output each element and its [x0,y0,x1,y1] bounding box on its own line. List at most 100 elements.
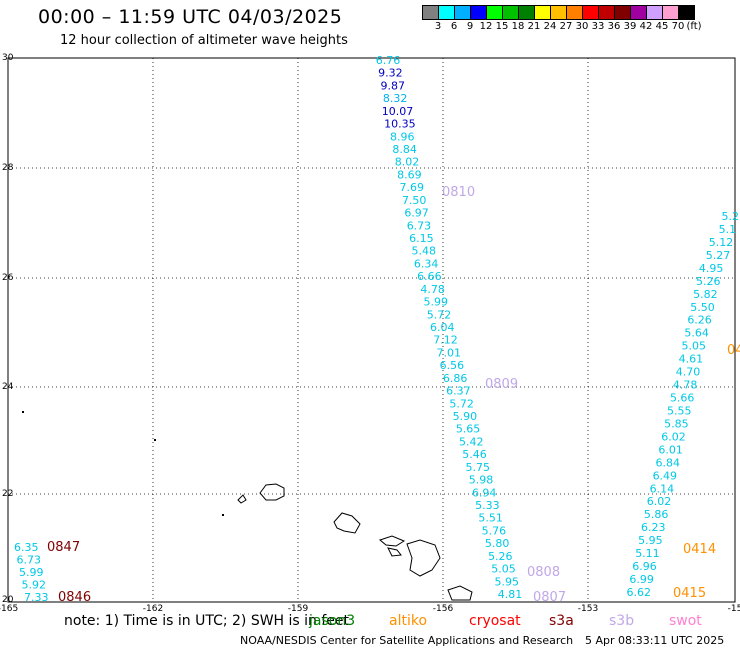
swh-label: 5.48 [411,245,436,258]
swh-label: 6.23 [641,521,666,534]
swh-label: 5.65 [456,423,481,436]
swh-label: 6.84 [655,456,680,469]
y-tick-label: 20 [2,595,14,605]
swh-label: 6.35 [14,541,39,554]
swh-label: 6.96 [632,560,657,573]
swh-label: 5.46 [462,448,487,461]
swh-label: 5.85 [664,417,689,430]
swh-label: 6.04 [430,321,455,334]
swh-label: 9.87 [381,79,406,92]
swh-label: 6.62 [627,586,652,599]
island-outline [333,512,361,534]
island-outline [447,585,473,601]
satellite-legend-item: jason3 [309,613,356,629]
colorbar-label: 3 [434,21,442,32]
x-tick-label: -15 [728,604,740,614]
swh-label: 6.66 [417,270,442,283]
swh-label: 7.69 [400,181,425,194]
pass-time-label: 0846 [58,590,91,605]
swh-label: 5.95 [495,575,520,588]
swh-label: 5.42 [459,435,484,448]
swh-label: 6.34 [414,257,439,270]
colorbar-label: 39 [623,21,637,32]
pass-time-label: 04 [727,343,740,358]
pass-time-label: 0414 [683,542,716,557]
swh-label: 6.02 [647,495,672,508]
swh-label: 6.26 [687,314,712,327]
swh-label: 7.12 [433,334,458,347]
swh-label: 5.12 [709,236,734,249]
colorbar-label: 27 [559,21,573,32]
swh-label: 6.15 [409,232,434,245]
swh-label: 5.66 [670,392,695,405]
swh-label: 5.82 [693,288,718,301]
swh-label: 5.33 [475,499,500,512]
swh-label: 6.97 [404,207,429,220]
swh-label: 5.72 [427,308,452,321]
swh-label: 10.07 [382,105,414,118]
y-tick-label: 26 [2,273,14,283]
swh-label: 5.86 [644,508,669,521]
swh-label: 5.05 [491,563,516,576]
swh-label: 6.73 [17,554,42,567]
island-dot [22,411,24,413]
colorbar-label: 24 [543,21,557,32]
colorbar-label: 42 [639,21,653,32]
island-dot [154,439,156,441]
swh-label: 8.32 [383,92,408,105]
y-tick-label: 28 [2,163,14,173]
pass-time-label: 0810 [442,185,475,200]
page-subtitle: 12 hour collection of altimeter wave hei… [60,33,348,48]
y-tick-label: 30 [2,53,14,63]
swh-label: 5.64 [684,327,709,340]
swh-label: 5.11 [635,547,660,560]
swh-label: 5.51 [478,512,503,525]
swh-label: 6.02 [661,430,686,443]
swh-label: 7.01 [436,346,461,359]
swh-label: 5.98 [469,474,494,487]
swh-label: 6.76 [376,54,401,67]
colorbar [422,5,695,20]
swh-label: 8.02 [395,156,420,169]
map-frame [7,57,736,603]
x-tick-label: -162 [143,604,163,614]
swh-label: 6.99 [629,573,654,586]
colorbar-swatch [678,5,695,20]
page-title: 00:00 – 11:59 UTC 04/03/2025 [38,6,343,28]
swh-label: 5.72 [449,397,474,410]
swh-label: 4.81 [498,588,523,601]
swh-label: 6.14 [650,482,675,495]
pass-time-label: 0415 [673,586,706,601]
swh-label: 7.50 [402,194,427,207]
colorbar-label: 45 [655,21,669,32]
swh-label: 4.78 [673,379,698,392]
swh-label: 5.1 [719,223,737,236]
x-tick-label: -159 [288,604,309,614]
swh-label: 8.84 [392,143,417,156]
island-outline [387,547,402,557]
colorbar-label: 15 [495,21,509,32]
swh-label: 5.2 [722,210,740,223]
swh-label: 5.26 [696,275,721,288]
swh-label: 6.56 [440,359,465,372]
x-tick-label: -153 [578,604,598,614]
swh-label: 4.61 [679,353,704,366]
pass-time-label: 0808 [527,565,560,580]
swh-label: 6.49 [653,469,678,482]
island-outline [378,535,406,547]
x-tick-label: -165 [0,604,18,614]
colorbar-label: 21 [527,21,541,32]
colorbar-label: 6 [450,21,458,32]
pass-time-label: 0807 [533,590,566,605]
swh-label: 6.01 [658,443,683,456]
colorbar-label: 30 [575,21,589,32]
swh-label: 5.50 [690,301,715,314]
satellite-legend-item: cryosat [469,613,521,629]
x-tick-label: -156 [433,604,454,614]
colorbar-label: 70 [671,21,685,32]
colorbar-label: 36 [607,21,621,32]
swh-label: 4.70 [676,366,701,379]
island-dot [222,514,224,516]
swh-label: 5.99 [19,566,44,579]
